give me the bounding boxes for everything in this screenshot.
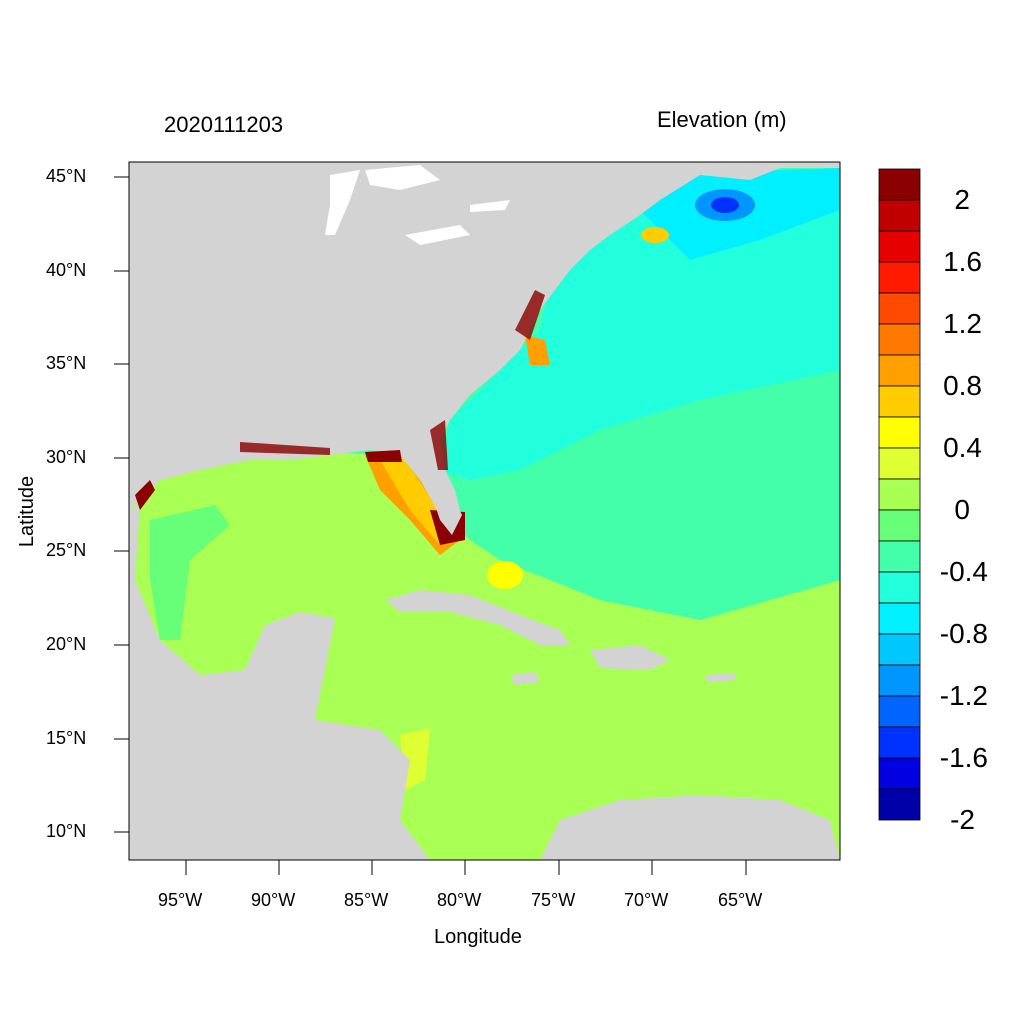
colorbar-swatch: [878, 230, 921, 263]
lake-erie: [405, 225, 470, 245]
colorbar-swatch: [878, 664, 921, 697]
georgia-coast-surge: [430, 420, 448, 470]
atlantic-south-region: [470, 370, 840, 620]
colorbar-label: 1.2: [943, 308, 982, 339]
north-america-land: [129, 162, 840, 515]
lat-tick-marks: [114, 176, 129, 833]
colorbar-swatch: [878, 416, 921, 449]
colorbar-swatch: [878, 757, 921, 790]
atlantic-cyan-region: [440, 170, 840, 480]
map-frame: [128, 161, 841, 861]
lat-tick-label: 10°N: [46, 821, 87, 841]
lon-tick-label: 65°W: [718, 890, 763, 910]
colorbar-label: -1.6: [939, 742, 988, 773]
colorbar-swatch: [878, 695, 921, 728]
colorbar-label: 1.6: [943, 246, 982, 277]
colorbar-swatch: [878, 385, 921, 418]
colorbar-swatch: [878, 726, 921, 759]
lon-tick-label: 90°W: [251, 890, 296, 910]
big-bend-surge: [365, 450, 402, 462]
gulf-coast-surge: [240, 442, 330, 455]
lake-ontario: [470, 200, 510, 212]
hispaniola-land: [590, 645, 670, 670]
lat-tick-label: 30°N: [46, 447, 87, 467]
x-axis-title: Longitude: [434, 926, 522, 948]
lon-tick-label: 85°W: [344, 890, 389, 910]
lake-michigan: [325, 170, 360, 235]
ne-coast-anomaly: [641, 227, 669, 243]
colorbar: [878, 168, 921, 821]
mid-atlantic-surge: [515, 290, 545, 340]
timestamp-title: 2020111203: [164, 112, 284, 137]
colorbar-label: 0.8: [943, 370, 982, 401]
colorbar-swatch: [878, 447, 921, 480]
colorbar-label: 0: [954, 494, 970, 525]
colorbar-label: 2: [954, 184, 970, 215]
texas-coast-surge: [135, 480, 155, 510]
colorbar-swatch: [878, 571, 921, 604]
lat-tick-label: 25°N: [46, 540, 87, 560]
colorbar-label: -0.4: [939, 556, 988, 587]
variable-title: Elevation (m): [657, 107, 787, 132]
carolina-anomaly: [525, 335, 550, 365]
colorbar-swatch: [878, 323, 921, 356]
colorbar-swatch: [878, 168, 921, 201]
lat-tick-label: 45°N: [46, 166, 87, 186]
colorbar-swatch: [878, 354, 921, 387]
colorbar-swatch: [878, 788, 921, 821]
colorbar-swatch: [878, 602, 921, 635]
depression-inner: [711, 197, 739, 213]
lon-tick-marks: [185, 860, 747, 875]
colorbar-swatch: [878, 509, 921, 542]
bahamas-anomaly: [487, 561, 523, 589]
south-america-land: [540, 795, 840, 860]
colorbar-label: 0.4: [943, 432, 982, 463]
colorbar-label: -0.8: [939, 618, 988, 649]
lat-tick-label: 40°N: [46, 260, 87, 280]
florida-land: [410, 455, 462, 535]
lon-tick-label: 75°W: [531, 890, 576, 910]
central-america-pacific-land: [129, 715, 380, 860]
colorbar-swatch: [878, 540, 921, 573]
lon-tick-label: 95°W: [158, 890, 203, 910]
lat-tick-label: 15°N: [46, 728, 87, 748]
lat-tick-label: 20°N: [46, 634, 87, 654]
colorbar-swatch: [878, 261, 921, 294]
lat-tick-label: 35°N: [46, 353, 87, 373]
lon-tick-label: 70°W: [624, 890, 669, 910]
colorbar-swatch: [878, 633, 921, 666]
colorbar-swatch: [878, 292, 921, 325]
cuba-land: [385, 590, 570, 645]
colorbar-swatch: [878, 199, 921, 232]
puerto-rico-land: [705, 673, 735, 682]
western-gulf-region: [150, 505, 230, 640]
lon-tick-label: 80°W: [437, 890, 482, 910]
colorbar-label: -1.2: [939, 680, 988, 711]
lake-superior-huron: [365, 165, 440, 190]
jamaica-land: [510, 672, 540, 685]
colorbar-label: -2: [950, 804, 975, 835]
map-panel: [129, 162, 840, 860]
y-axis-title: Latitude: [16, 475, 39, 548]
